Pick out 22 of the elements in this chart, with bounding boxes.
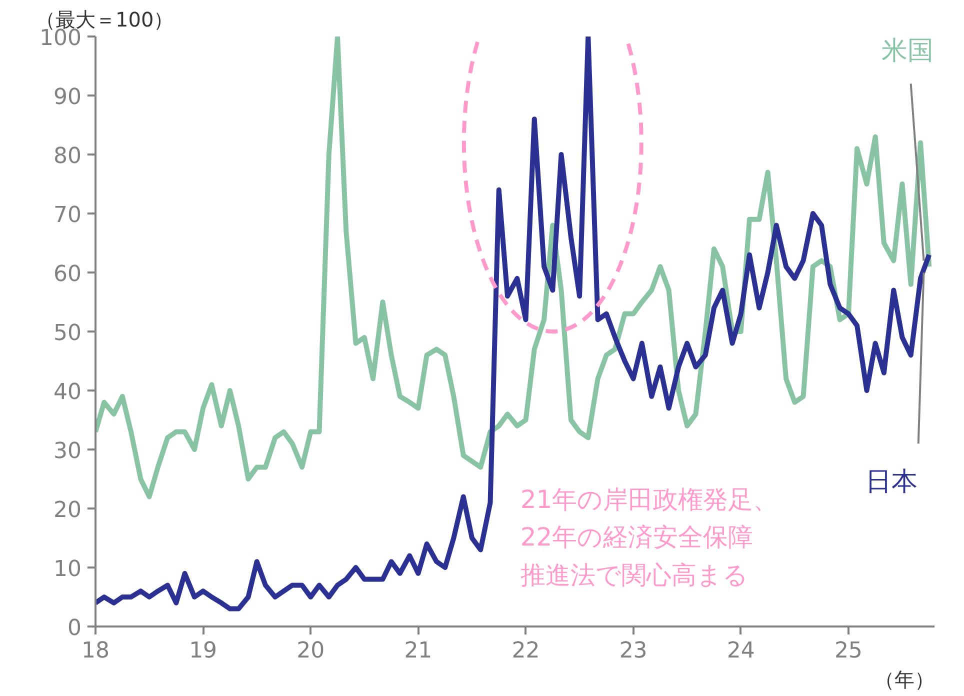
y-tick-label: 30: [54, 439, 82, 464]
x-tick-label: 24: [726, 638, 755, 664]
y-tick-label: 90: [54, 85, 82, 110]
y-tick-label: 20: [54, 498, 82, 523]
annotation: 21年の岸田政権発足、22年の経済安全保障推進法で関心高まる: [520, 484, 778, 590]
y-tick-label: 40: [54, 380, 82, 405]
y-tick-label: 0: [68, 616, 82, 641]
y-tick-label: 80: [54, 144, 82, 169]
text: 日本: [865, 467, 918, 498]
x-tick-label: 21: [404, 638, 432, 664]
y-tick-label: 50: [54, 321, 82, 346]
x-tick-label: 20: [296, 638, 325, 664]
x-tick-label: 22: [512, 638, 540, 664]
x-tick-label: 19: [189, 638, 218, 664]
x-axis-title: （年）: [874, 668, 934, 692]
y-tick-label: 10: [54, 557, 82, 582]
y-tick-label: 60: [54, 262, 82, 287]
text: 米国: [882, 36, 934, 66]
x-tick-label: 23: [619, 638, 648, 664]
y-tick-label: 70: [54, 203, 82, 228]
x-tick-label: 18: [82, 638, 110, 664]
x-tick-label: 25: [834, 638, 862, 664]
